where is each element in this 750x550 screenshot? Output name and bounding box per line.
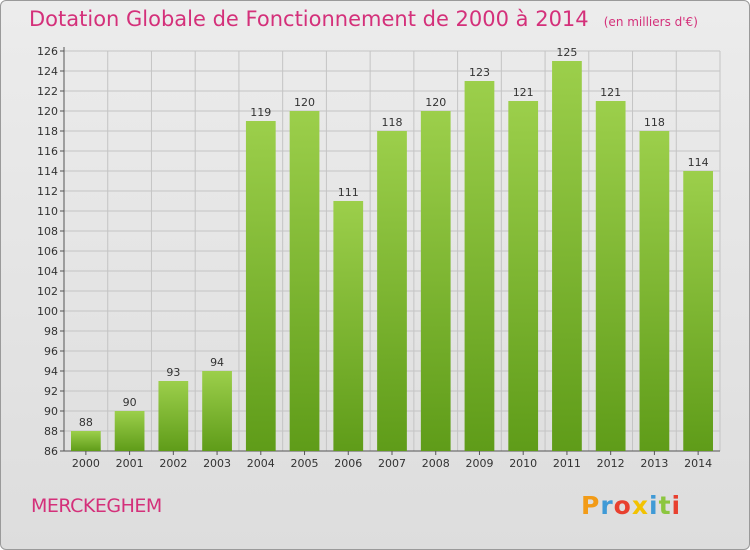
x-tick-label-2005: 2005 (291, 457, 319, 470)
bar-2013 (639, 131, 670, 451)
y-tick-label: 110 (37, 205, 58, 218)
logo-letter: i (671, 491, 682, 520)
bar-2002 (158, 381, 189, 451)
bar-2011 (552, 61, 582, 451)
data-label-2013: 118 (644, 116, 665, 129)
logo-letter: r (600, 491, 614, 520)
chart-title: Dotation Globale de Fonctionnement de 20… (29, 7, 589, 31)
bar-2001 (114, 411, 145, 451)
data-label-2002: 93 (166, 366, 180, 379)
bar-2010 (508, 101, 539, 451)
y-tick-label: 120 (37, 105, 58, 118)
x-tick-label-2012: 2012 (597, 457, 625, 470)
data-label-2011: 125 (556, 46, 577, 59)
data-label-2010: 121 (513, 86, 534, 99)
bars (70, 61, 714, 451)
data-label-2009: 123 (469, 66, 490, 79)
logo-letter: t (658, 491, 672, 520)
y-tick-label: 114 (37, 165, 58, 178)
y-tick-label: 102 (37, 285, 58, 298)
bar-2012 (595, 101, 626, 451)
x-tick-label-2013: 2013 (640, 457, 668, 470)
bar-2007 (377, 131, 407, 451)
y-tick-label: 92 (44, 385, 58, 398)
x-tick-label-2011: 2011 (553, 457, 581, 470)
y-tick-label: 96 (44, 345, 58, 358)
x-tick-label-2000: 2000 (72, 457, 100, 470)
x-tick-label-2010: 2010 (509, 457, 537, 470)
x-tick-label-2003: 2003 (203, 457, 231, 470)
y-tick-label: 126 (37, 45, 58, 58)
x-tick-label-2014: 2014 (684, 457, 712, 470)
commune-name: MERCKEGHEM (31, 495, 162, 517)
y-tick-label: 94 (44, 365, 58, 378)
data-label-2014: 114 (688, 156, 709, 169)
labels: 86 88 90 92 94 96 98 100 102 104 106 108 110 112 114 11… (37, 45, 712, 470)
y-tick-label: 88 (44, 425, 58, 438)
y-tick-label: 122 (37, 85, 58, 98)
bar-2003 (202, 371, 232, 451)
y-tick-label: 112 (37, 185, 58, 198)
x-tick-label-2009: 2009 (465, 457, 493, 470)
data-label-2001: 90 (123, 396, 137, 409)
bar-2005 (289, 111, 320, 451)
bar-2006 (333, 201, 364, 451)
y-tick-label: 118 (37, 125, 58, 138)
y-tick-label: 98 (44, 325, 58, 338)
logo-letter: o (613, 491, 632, 520)
y-tick-label: 124 (37, 65, 58, 78)
x-tick-label-2008: 2008 (422, 457, 450, 470)
y-tick-label: 86 (44, 445, 58, 458)
data-label-2003: 94 (210, 356, 224, 369)
x-tick-label-2004: 2004 (247, 457, 275, 470)
x-tick-label-2002: 2002 (159, 457, 187, 470)
data-label-2008: 120 (425, 96, 446, 109)
x-tick-label-2001: 2001 (116, 457, 144, 470)
logo-letter: x (631, 491, 649, 520)
data-label-2006: 111 (338, 186, 359, 199)
data-label-2007: 118 (382, 116, 403, 129)
logo-letter: P (581, 491, 601, 520)
proxiti-logo: Proxiti (581, 491, 681, 520)
y-tick-label: 106 (37, 245, 58, 258)
y-tick-label: 90 (44, 405, 58, 418)
logo-letter: i (649, 491, 659, 520)
y-tick-label: 100 (37, 305, 58, 318)
y-tick-label: 108 (37, 225, 58, 238)
bar-2009 (464, 81, 495, 451)
chart-unit: (en milliers d'€) (603, 15, 698, 29)
bar-2004 (245, 121, 276, 451)
bar-2008 (420, 111, 451, 451)
data-label-2012: 121 (600, 86, 621, 99)
data-label-2005: 120 (294, 96, 315, 109)
x-tick-label-2007: 2007 (378, 457, 406, 470)
bar-2000 (70, 431, 101, 451)
data-label-2004: 119 (250, 106, 271, 119)
title-row: Dotation Globale de Fonctionnement de 20… (29, 7, 698, 31)
y-tick-label: 116 (37, 145, 58, 158)
bar-2014 (683, 171, 714, 451)
x-tick-label-2006: 2006 (334, 457, 362, 470)
data-label-2000: 88 (79, 416, 93, 429)
y-tick-label: 104 (37, 265, 58, 278)
